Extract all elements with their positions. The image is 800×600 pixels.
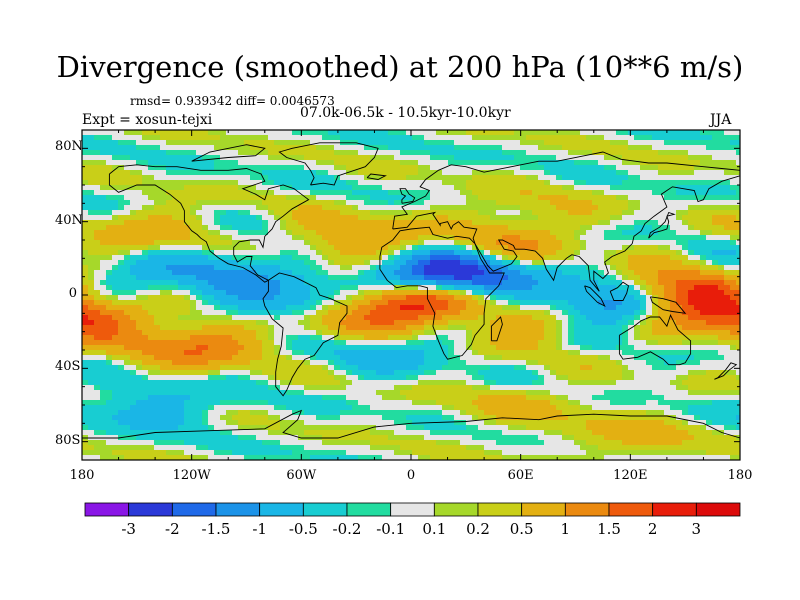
coastline-eurasia <box>392 151 740 292</box>
coastline-antarctica <box>82 409 740 439</box>
colorbar-label: -0.1 <box>376 520 406 538</box>
colorbar-swatch <box>215 502 261 517</box>
colorbar-swatch <box>302 502 348 517</box>
x-tick-label: 60W <box>286 468 317 483</box>
coastline-north-america <box>108 164 310 283</box>
coastline-greenland <box>278 142 379 186</box>
colorbar-label: -2 <box>165 520 180 538</box>
x-tick-label: 120E <box>613 468 648 483</box>
y-tick-label: 0 <box>68 286 77 301</box>
period-label: 07.0k-06.5k - 10.5kyr-10.0kyr <box>300 105 511 121</box>
season-label: JJA <box>710 112 732 128</box>
y-tick-label: 40S <box>55 359 81 375</box>
colorbar-label: -1.5 <box>201 520 231 538</box>
colorbar-swatch <box>477 502 523 517</box>
colorbar-swatch <box>608 502 654 517</box>
colorbar-label: -0.5 <box>288 520 318 538</box>
x-tick-label: 180 <box>727 468 753 483</box>
colorbar-swatch <box>346 502 392 517</box>
colorbar-label: 0.1 <box>422 520 447 538</box>
colorbar-label: -1 <box>252 520 267 538</box>
colorbar-swatch <box>521 502 566 517</box>
colorbar-label: 2 <box>647 520 658 538</box>
x-tick-label: 120W <box>172 468 211 483</box>
stats-text: rmsd= 0.939342 diff= 0.0046573 <box>130 94 335 108</box>
x-tick-label: 0 <box>406 468 416 483</box>
colorbar-label: 0.2 <box>466 520 490 538</box>
colorbar-label: 0.5 <box>509 520 534 538</box>
coastline-sumatra <box>584 285 606 308</box>
colorbar-label: 1 <box>560 520 571 538</box>
coastline-borneo <box>609 281 630 301</box>
experiment-label: Expt = xosun-tejxi <box>82 112 213 128</box>
coastline-madagascar <box>490 316 503 342</box>
coastline-australia <box>618 314 692 366</box>
colorbar-swatch <box>695 502 741 517</box>
coastline-new-zealand <box>714 362 738 380</box>
y-tick-label: 80S <box>55 432 81 448</box>
colorbar <box>84 502 741 517</box>
x-tick-label: 60E <box>507 468 534 483</box>
colorbar-swatch <box>390 502 435 517</box>
colorbar-label: -0.2 <box>332 520 362 538</box>
coastline-japan <box>648 211 676 239</box>
colorbar-label: -3 <box>121 520 136 538</box>
colorbar-label: 1.5 <box>597 520 621 538</box>
map-title: Divergence (smoothed) at 200 hPa (10**6 … <box>56 50 744 84</box>
coastline-arctic-islands <box>191 144 266 162</box>
coastline-new-guinea <box>649 296 687 314</box>
coastlines <box>82 142 740 439</box>
colorbar-swatch <box>259 502 304 517</box>
colorbar-swatch <box>433 502 479 517</box>
coastline-iceland <box>366 173 387 180</box>
coastline-uk <box>399 188 416 204</box>
coastline-south-america <box>262 272 348 397</box>
divergence-field <box>82 130 740 460</box>
coastline-africa <box>379 226 505 360</box>
y-tick-label: 40N <box>55 212 83 228</box>
colorbar-label: 3 <box>691 520 702 538</box>
colorbar-swatch <box>564 502 610 517</box>
y-tick-label: 80N <box>55 139 83 155</box>
colorbar-swatch <box>171 502 217 517</box>
colorbar-swatch <box>652 502 697 517</box>
colorbar-swatch <box>84 502 130 517</box>
colorbar-swatch <box>128 502 173 517</box>
x-tick-label: 180 <box>69 468 95 483</box>
